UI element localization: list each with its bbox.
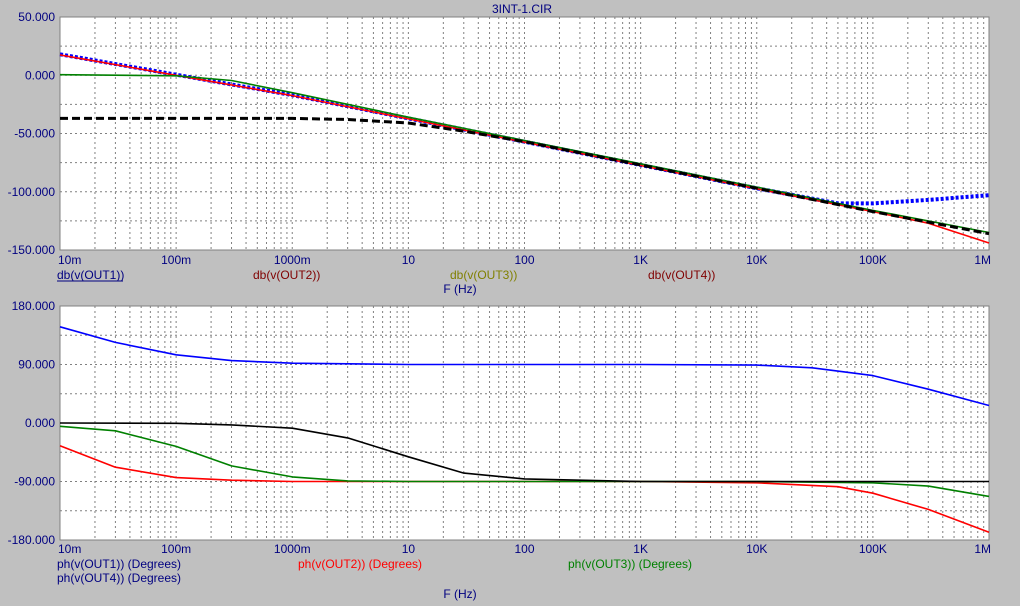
y-tick-label: -150.000: [8, 243, 56, 257]
series-line-2: [59, 54, 990, 244]
plot-border: [59, 16, 990, 251]
x-tick-label: 1000m: [274, 253, 311, 267]
y-tick-label: -50.000: [14, 127, 55, 141]
x-tick-label: 1K: [633, 253, 648, 267]
y-tick-label: 0.000: [25, 68, 55, 82]
x-tick-label: 100m: [161, 542, 191, 556]
legend-label-1[interactable]: ph(v(OUT1)) (Degrees): [57, 557, 181, 571]
legend-label-2[interactable]: ph(v(OUT2)) (Degrees): [298, 557, 422, 571]
legend-label-2[interactable]: db(v(OUT2)): [253, 268, 320, 282]
x-tick-label: 10: [402, 253, 416, 267]
x-tick-label: 10: [402, 542, 416, 556]
x-tick-label: 100m: [161, 253, 191, 267]
x-tick-label: 1M: [974, 253, 991, 267]
series-line-1: [59, 326, 990, 407]
series-line-3: [59, 425, 990, 498]
y-tick-label: 180.000: [12, 299, 56, 313]
x-tick-label: 1M: [974, 542, 991, 556]
legend-label-3[interactable]: ph(v(OUT3)) (Degrees): [568, 557, 692, 571]
x-tick-label: 10m: [58, 542, 81, 556]
x-tick-label: 100: [514, 542, 534, 556]
legend-label-4[interactable]: db(v(OUT4)): [648, 268, 715, 282]
x-tick-label: 100K: [859, 253, 887, 267]
series-line-4: [59, 422, 989, 483]
y-tick-label: -180.000: [8, 533, 56, 547]
x-tick-label: 1000m: [274, 542, 311, 556]
chart-title: 3INT-1.CIR: [492, 2, 552, 16]
y-tick-label: -100.000: [8, 185, 56, 199]
x-tick-label: 100K: [859, 542, 887, 556]
x-axis-label: F (Hz): [443, 282, 476, 296]
x-tick-label: 10K: [746, 253, 767, 267]
x-tick-label: 100: [514, 253, 534, 267]
y-tick-label: 90.000: [18, 358, 55, 372]
y-tick-label: 0.000: [25, 416, 55, 430]
legend-label-1[interactable]: db(v(OUT1)): [57, 268, 124, 282]
x-axis-label: F (Hz): [443, 587, 476, 601]
series-line-4: [60, 116, 990, 236]
y-tick-label: -90.000: [14, 475, 55, 489]
y-tick-label: 50.000: [18, 10, 55, 24]
legend-label-3[interactable]: db(v(OUT3)): [450, 268, 517, 282]
x-tick-label: 1K: [633, 542, 648, 556]
x-tick-label: 10m: [58, 253, 81, 267]
legend-label-4[interactable]: ph(v(OUT4)) (Degrees): [57, 571, 181, 585]
x-tick-label: 10K: [746, 542, 767, 556]
